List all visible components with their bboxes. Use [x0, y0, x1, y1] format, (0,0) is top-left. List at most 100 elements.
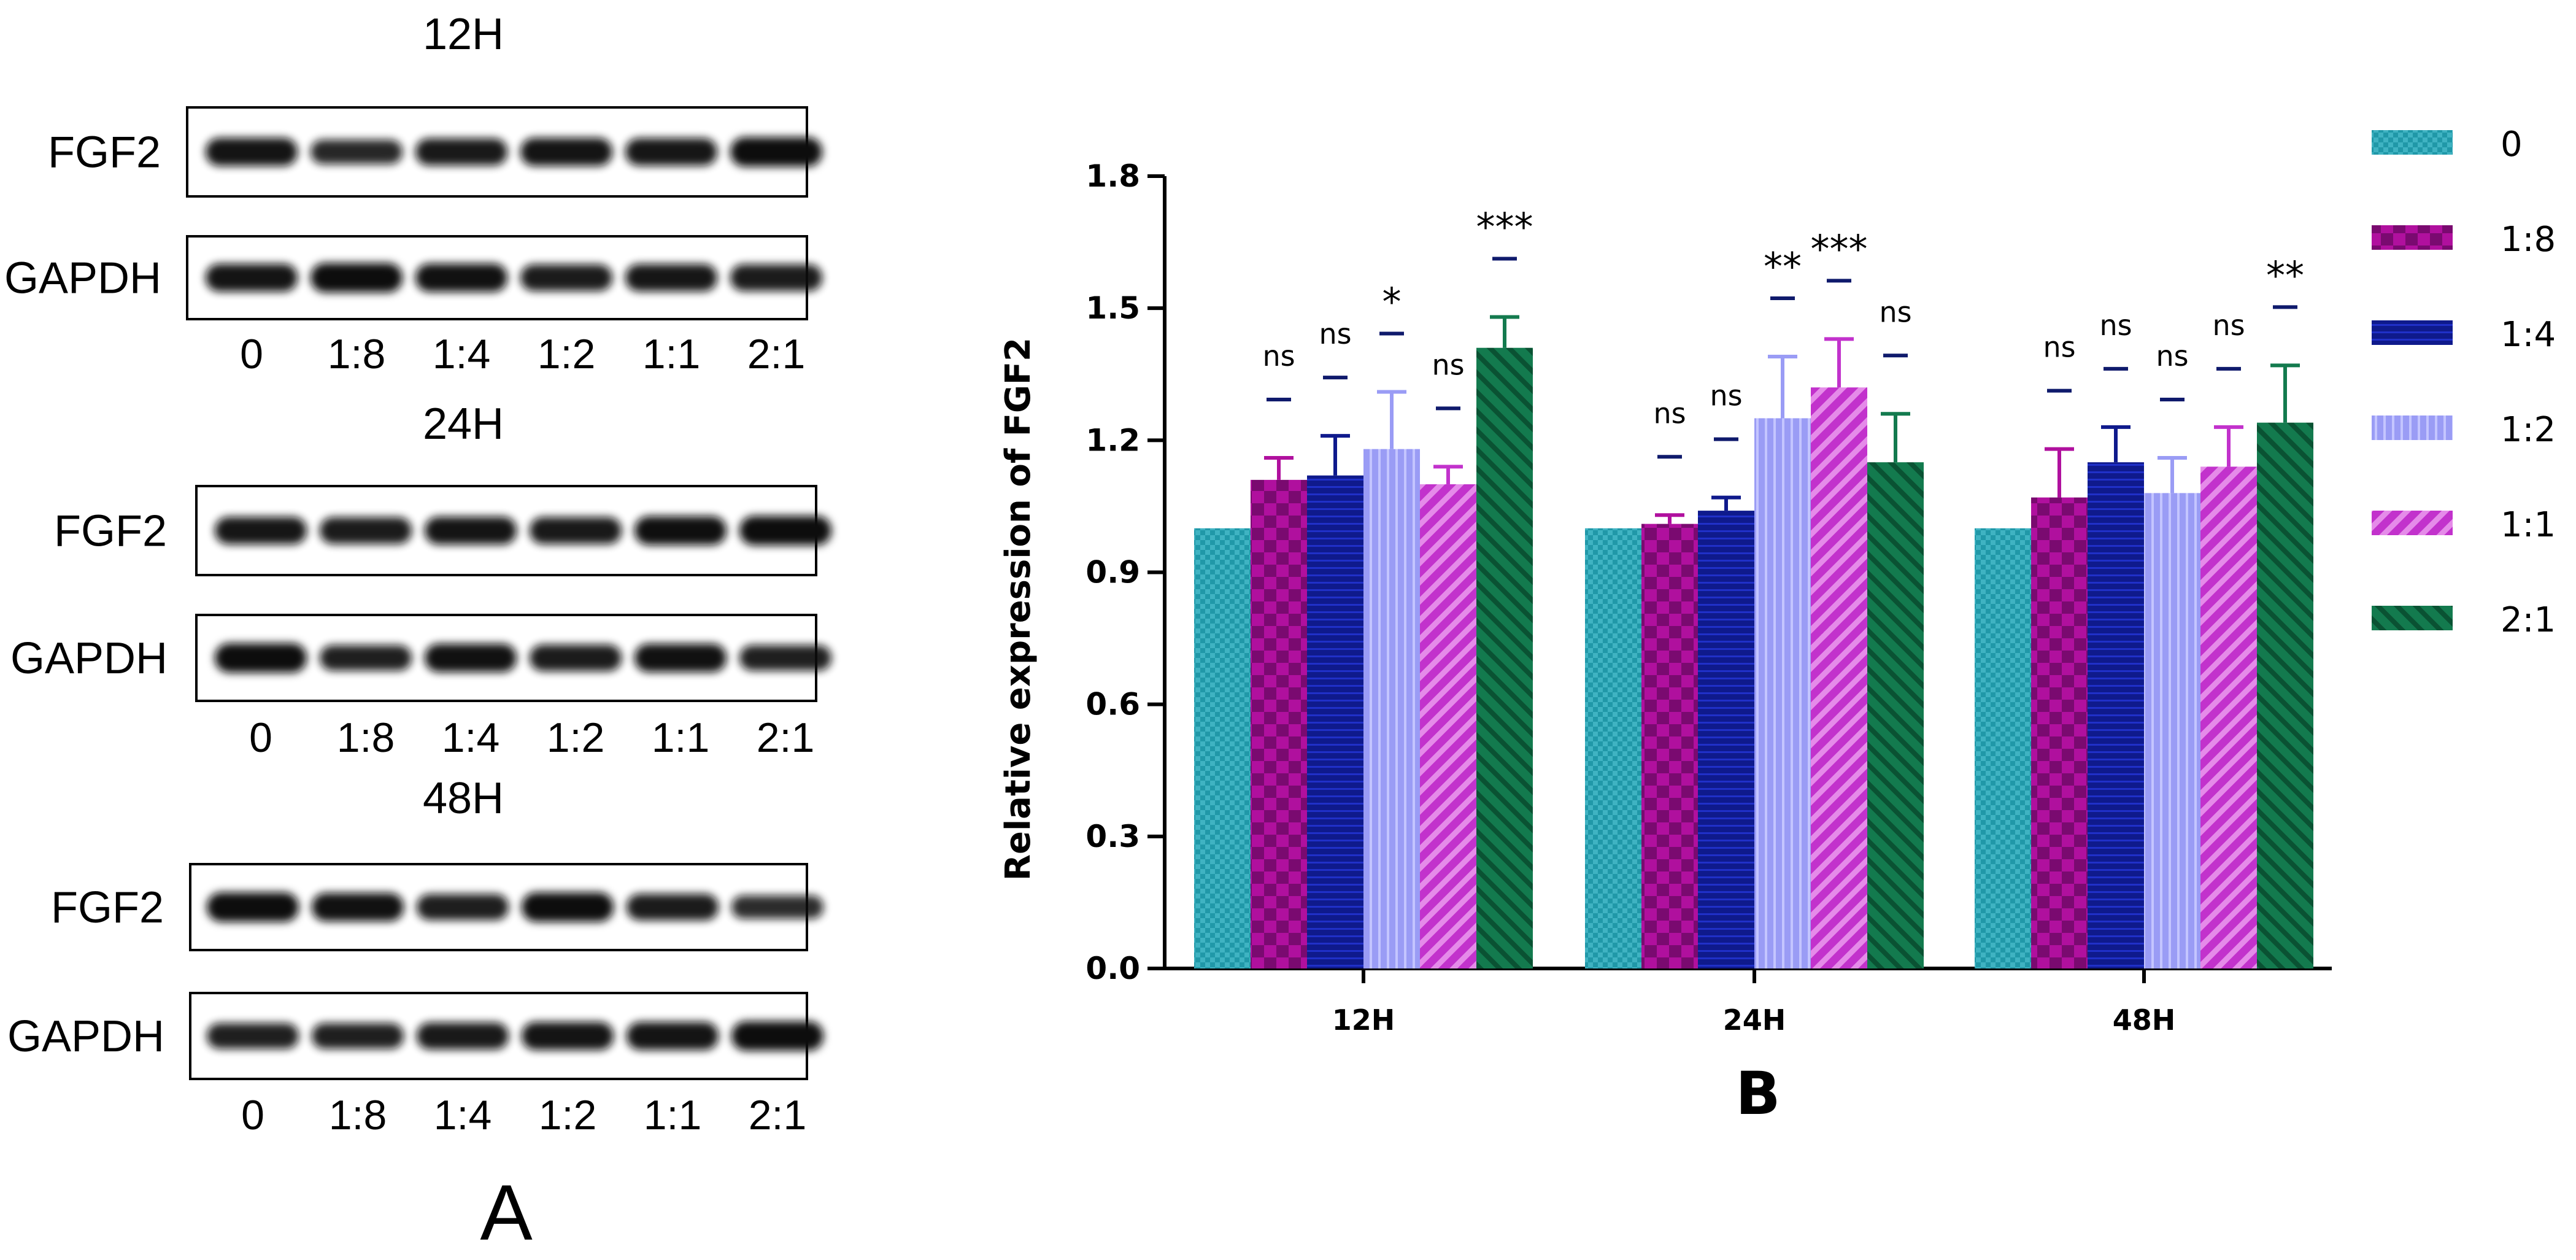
protein-band: [425, 643, 517, 673]
protein-band: [731, 1021, 823, 1051]
y-tick-label: 1.8: [1086, 158, 1140, 194]
protein-band: [310, 139, 403, 164]
protein-band: [634, 516, 727, 545]
lane-label: 1:4: [433, 331, 491, 377]
bar-chart-panel: 0.0 0.3 0.6 0.9 1.2 1.5 1.8 Relative expression…: [871, 0, 2576, 1258]
lane-label: 1:1: [642, 331, 701, 377]
significance-label: ns: [2212, 309, 2245, 342]
significance-label: **: [1764, 244, 1802, 289]
legend-label: 1:1: [2501, 505, 2556, 545]
panel-a-label: A: [480, 1169, 533, 1257]
protein-band: [634, 643, 727, 673]
protein-band: [739, 645, 831, 671]
bar: [1975, 528, 2031, 968]
legend-swatch: [2372, 511, 2453, 535]
protein-band: [417, 1022, 509, 1050]
significance-label: ***: [1476, 205, 1533, 250]
bar: [2144, 493, 2200, 968]
western-blot-panel: 12H FGF2 GAPDH 0 1:8 1:4 1:2 1:1 2:1 24H FGF2 GAPDH…: [0, 0, 871, 1258]
blot-row-label: FGF2: [48, 128, 161, 177]
lane-label: 1:2: [539, 1092, 597, 1138]
bar: [1476, 347, 1533, 968]
y-axis-label: Relative expression of FGF2: [998, 338, 1038, 881]
legend-label: 2:1: [2501, 600, 2556, 640]
blot-row-label: FGF2: [54, 507, 167, 556]
lane-label: 0: [240, 331, 263, 377]
legend-swatch: [2372, 606, 2453, 630]
bar: [1420, 484, 1476, 968]
legend-swatch: [2372, 415, 2453, 440]
y-tick-label: 0.9: [1086, 555, 1140, 590]
protein-band: [310, 263, 403, 293]
significance-label: *: [1382, 279, 1402, 324]
protein-band: [207, 892, 299, 922]
protein-band: [206, 137, 298, 166]
lane-label: 1:1: [652, 714, 710, 761]
y-tick-label: 1.5: [1086, 290, 1140, 326]
bar: [1698, 511, 1754, 968]
legend-label: 1:4: [2501, 315, 2556, 355]
y-tick-label: 0.0: [1086, 951, 1140, 986]
protein-band: [215, 643, 307, 673]
lane-label: 1:4: [442, 714, 500, 761]
lane-label: 1:8: [328, 331, 386, 377]
significance-label: ns: [1319, 317, 1351, 350]
lane-label: 1:8: [337, 714, 395, 761]
lane-label: 1:2: [547, 714, 605, 761]
panel-b-label: B: [1735, 1059, 1780, 1128]
y-tick-label: 0.3: [1086, 819, 1140, 854]
blot-row-label: GAPDH: [10, 634, 168, 683]
protein-band: [320, 517, 412, 544]
lane-label: 2:1: [757, 714, 815, 761]
protein-band: [730, 264, 822, 292]
bar: [1194, 528, 1251, 968]
bar: [2088, 462, 2144, 968]
y-tick-label: 0.6: [1086, 687, 1140, 722]
lane-label: 2:1: [749, 1092, 807, 1138]
protein-band: [731, 895, 823, 919]
significance-label: ns: [1432, 348, 1464, 381]
legend-swatch: [2372, 130, 2453, 155]
western-blot-figure: 12H FGF2 GAPDH 0 1:8 1:4 1:2 1:1 2:1 24H FGF2 GAPDH…: [4, 10, 831, 1257]
legend-swatch: [2372, 320, 2453, 345]
legend-swatch: [2372, 225, 2453, 250]
bar: [1641, 524, 1698, 968]
protein-band: [415, 263, 507, 292]
x-tick-label: 12H: [1332, 1003, 1395, 1037]
blot-time-label: 48H: [423, 774, 504, 823]
legend-label: 1:8: [2501, 220, 2556, 260]
bar: [1754, 418, 1811, 968]
protein-band: [627, 894, 719, 921]
protein-band: [215, 517, 307, 544]
protein-band: [730, 137, 822, 167]
protein-band: [520, 137, 612, 166]
significance-label: ns: [2099, 309, 2132, 342]
protein-band: [739, 516, 831, 546]
lane-label: 0: [249, 714, 272, 761]
lane-label: 1:1: [644, 1092, 702, 1138]
protein-band: [625, 138, 717, 166]
x-tick-label: 24H: [1723, 1003, 1786, 1037]
blot-row-label: GAPDH: [7, 1012, 164, 1061]
protein-band: [522, 1022, 614, 1050]
blot-time-label: 24H: [423, 400, 504, 449]
legend-label: 1:2: [2501, 410, 2556, 450]
significance-label: **: [2266, 253, 2304, 298]
blot-time-label: 12H: [423, 10, 504, 59]
y-tick-label: 1.2: [1086, 422, 1140, 458]
protein-band: [312, 1023, 404, 1049]
bar: [2257, 422, 2313, 968]
lane-label: 2:1: [747, 331, 806, 377]
bar-chart: 0.0 0.3 0.6 0.9 1.2 1.5 1.8 Relative expression…: [998, 125, 2556, 1128]
lane-label: 0: [241, 1092, 264, 1138]
legend-label: 0: [2501, 125, 2523, 164]
blot-row-label: FGF2: [51, 883, 164, 932]
protein-band: [530, 644, 622, 671]
lane-label: 1:8: [329, 1092, 387, 1138]
bar: [1307, 475, 1363, 968]
protein-band: [417, 894, 509, 921]
protein-band: [415, 138, 507, 166]
protein-band: [530, 517, 622, 544]
protein-band: [522, 892, 614, 922]
significance-label: ns: [1653, 396, 1686, 430]
